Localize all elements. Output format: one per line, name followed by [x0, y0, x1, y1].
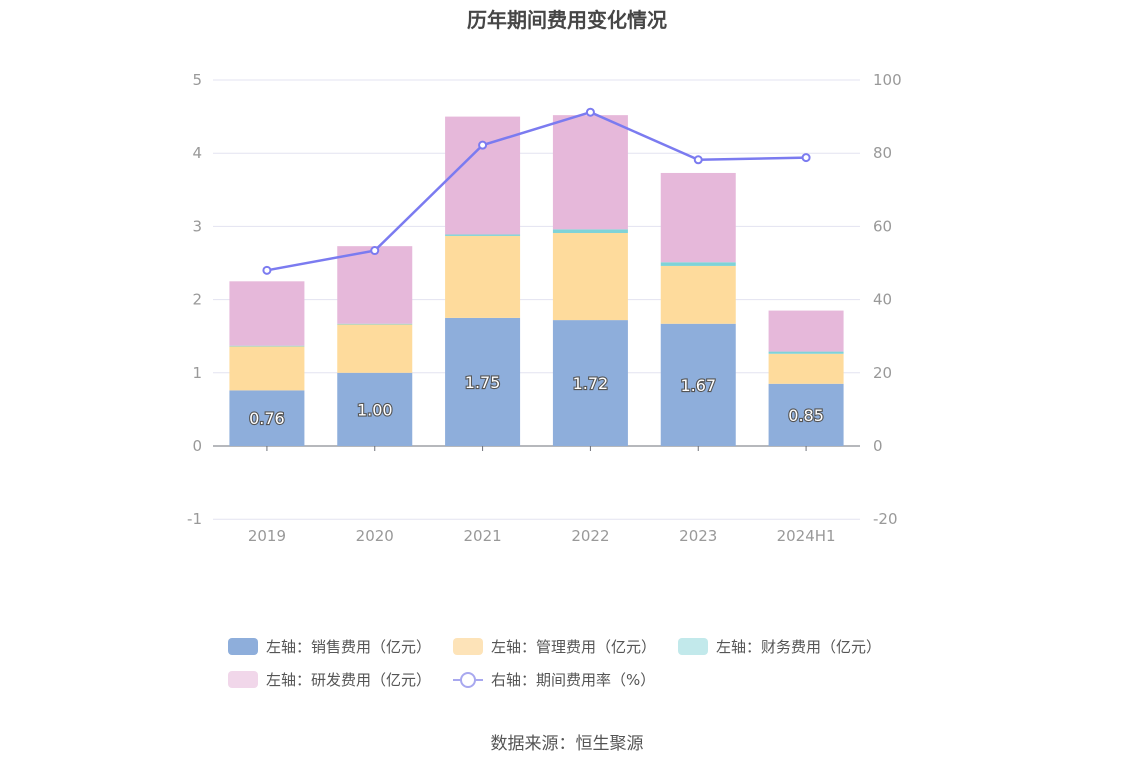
bar-finance-2021 [445, 234, 521, 236]
legend-label-sales: 左轴：销售费用（亿元） [266, 638, 432, 656]
ratio-point-2021 [478, 140, 488, 150]
data-source: 数据来源：恒生聚源 [490, 734, 644, 754]
ratio-point-2023 [693, 155, 703, 165]
bar-sales-2021 [445, 317, 521, 446]
x-tick-label-2022: 2022 [571, 527, 609, 545]
y-right-tick-label: -20 [873, 510, 898, 528]
legend-item-finance[interactable]: 左轴：财务费用（亿元） [678, 636, 881, 657]
ratio-line [266, 110, 807, 272]
bar-finance-2024H1 [768, 351, 844, 354]
y-right-tick-label: 40 [873, 291, 892, 309]
y-left-tick-label: 0 [192, 437, 202, 455]
y-left-tick-label: 4 [192, 144, 202, 162]
y-left-tick-label: 2 [192, 291, 202, 309]
data-label-sales-2024H1: 0.85 [788, 406, 824, 425]
bar-rnd-2021 [445, 116, 521, 235]
data-label-sales-2020: 1.00 [357, 400, 393, 419]
chart-title: 历年期间费用变化情况 [467, 8, 667, 32]
ratio-point-2019 [262, 265, 272, 275]
data-label-sales-2019: 0.76 [249, 409, 285, 428]
legend-swatch-sales [228, 638, 258, 655]
y-right-tick-label: 80 [873, 144, 892, 162]
bar-rnd-2022 [552, 115, 628, 230]
x-tick-label-2020: 2020 [356, 527, 394, 545]
bar-admin-2022 [552, 232, 628, 321]
bar-sales-2022 [552, 320, 628, 446]
bar-admin-2024H1 [768, 353, 844, 384]
bar-admin-2020 [337, 324, 413, 373]
x-tick-label-2023: 2023 [679, 527, 717, 545]
legend-row-2: 左轴：研发费用（亿元） 右轴：期间费用率（%） [228, 663, 928, 696]
legend-swatch-rnd [228, 671, 258, 688]
legend-label-rnd: 左轴：研发费用（亿元） [266, 671, 432, 689]
x-tick-label-2021: 2021 [463, 527, 501, 545]
bar-admin-2021 [445, 235, 521, 318]
bar-sales-2023 [660, 323, 736, 446]
bar-sales-2019 [229, 390, 305, 446]
legend-swatch-finance [678, 638, 709, 655]
data-label-sales-2021: 1.75 [465, 373, 501, 392]
y-left-tick-label: 5 [192, 71, 202, 89]
y-left-tick-label: 3 [192, 217, 202, 235]
legend-item-ratio[interactable]: 右轴：期间费用率（%） [453, 669, 655, 690]
bar-sales-2024H1 [768, 383, 844, 446]
ratio-point-2020 [370, 246, 380, 256]
bar-finance-2019 [229, 345, 305, 347]
bar-sales-2020 [337, 372, 413, 446]
legend-item-sales[interactable]: 左轴：销售费用（亿元） [228, 636, 431, 657]
bar-rnd-2020 [337, 246, 413, 324]
y-right-tick-label: 60 [873, 217, 892, 235]
bar-admin-2019 [229, 346, 305, 391]
bar-rnd-2023 [660, 172, 736, 263]
ratio-point-2022 [585, 107, 595, 117]
y-left-tick-label: -1 [187, 510, 202, 528]
bar-admin-2023 [660, 265, 736, 324]
bar-rnd-2019 [229, 281, 305, 346]
legend-swatch-ratio [453, 671, 484, 688]
y-right-tick-label: 20 [873, 364, 892, 382]
chart-legend: 左轴：销售费用（亿元） 左轴：管理费用（亿元） 左轴：财务费用（亿元） 左轴：研… [228, 630, 928, 696]
data-label-sales-2022: 1.72 [573, 374, 609, 393]
y-right-tick-label: 0 [873, 437, 883, 455]
x-tick-label-2024H1: 2024H1 [777, 527, 836, 545]
legend-swatch-admin [453, 638, 484, 655]
data-label-sales-2023: 1.67 [680, 376, 716, 395]
legend-row-1: 左轴：销售费用（亿元） 左轴：管理费用（亿元） 左轴：财务费用（亿元） [228, 630, 928, 663]
legend-label-finance: 左轴：财务费用（亿元） [716, 638, 882, 656]
bar-finance-2023 [660, 262, 736, 266]
bar-finance-2020 [337, 323, 413, 325]
bar-rnd-2024H1 [768, 310, 844, 352]
legend-item-admin[interactable]: 左轴：管理费用（亿元） [453, 636, 656, 657]
y-left-tick-label: 1 [192, 364, 202, 382]
bar-finance-2022 [552, 229, 628, 233]
x-tick-label-2019: 2019 [248, 527, 286, 545]
ratio-point-2024H1 [801, 153, 811, 163]
legend-item-rnd[interactable]: 左轴：研发费用（亿元） [228, 669, 431, 690]
y-right-tick-label: 100 [873, 71, 902, 89]
legend-label-ratio: 右轴：期间费用率（%） [491, 671, 656, 689]
legend-label-admin: 左轴：管理费用（亿元） [491, 638, 657, 656]
